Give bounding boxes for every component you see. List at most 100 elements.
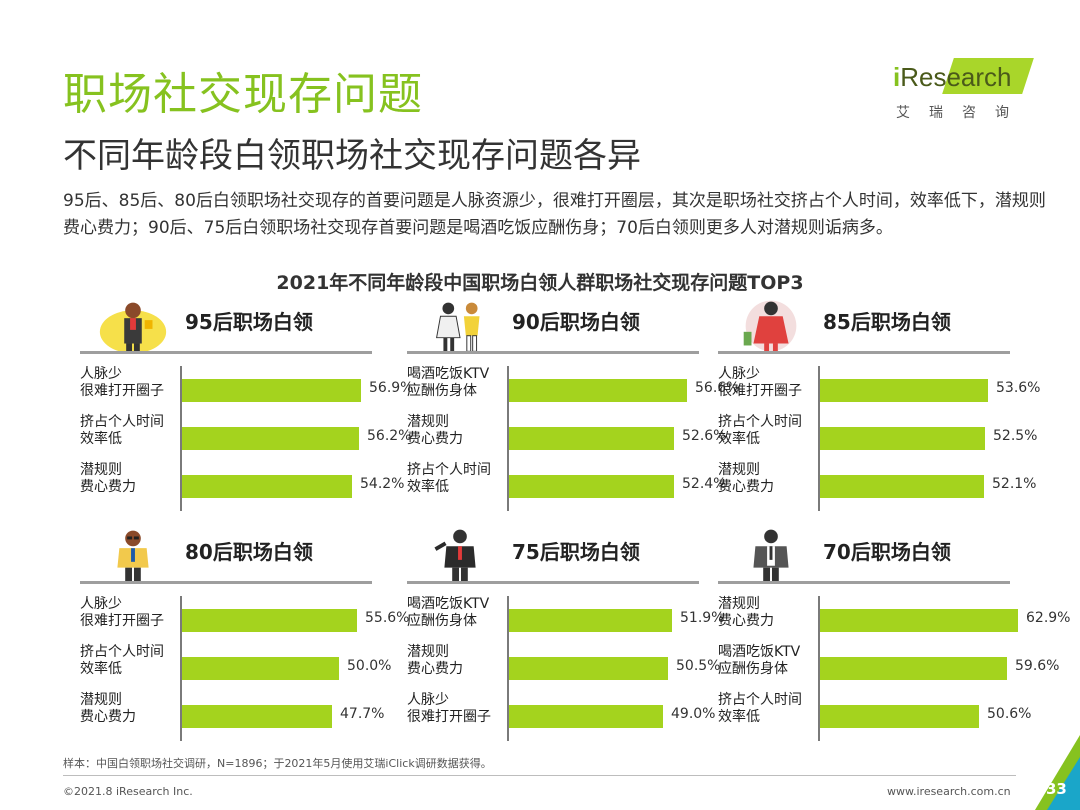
bar-row: 人脉少 很难打开圈子 53.6%: [718, 366, 1040, 412]
footnote-sample: 样本：中国白领职场社交调研，N=1896；于2021年5月使用艾瑞iClick调…: [63, 757, 492, 770]
value-label: 56.2%: [367, 428, 412, 444]
page-subtitle: 不同年龄段白领职场社交现存问题各异: [63, 136, 641, 176]
bar-row: 挤占个人时间 效率低 50.6%: [718, 692, 1031, 738]
footer-url: www.iresearch.com.cn: [887, 785, 1011, 798]
category-axis: [818, 596, 820, 741]
value-label: 54.2%: [360, 476, 405, 492]
category-label: 潜规则 费心费力: [80, 692, 136, 725]
panel-divider: [407, 581, 699, 584]
logo-wordmark: iResearch: [893, 62, 1012, 93]
footer-divider: [63, 775, 1016, 776]
category-label: 喝酒吃饭KTV 应酬伤身体: [407, 366, 490, 399]
category-label: 人脉少 很难打开圈子: [718, 366, 802, 399]
bar: [509, 705, 663, 728]
man-with-trophy-icon: [94, 294, 172, 356]
bar: [820, 609, 1018, 632]
chart-panel: 85后职场白领人脉少 很难打开圈子 53.6% 挤占个人时间 效率低 52.5% 潜规则 费心…: [718, 298, 1040, 513]
bar-row: 挤占个人时间 效率低 50.0%: [80, 644, 391, 690]
value-label: 55.6%: [365, 610, 410, 626]
value-label: 62.9%: [1026, 610, 1071, 626]
value-label: 52.6%: [682, 428, 727, 444]
panel-title: 80后职场白领: [185, 540, 313, 564]
value-label: 50.6%: [987, 706, 1032, 722]
bar-row: 潜规则 费心费力 62.9%: [718, 596, 1070, 642]
category-label: 挤占个人时间 效率低: [407, 462, 491, 495]
panel-divider: [80, 351, 372, 354]
bar: [509, 609, 672, 632]
bar-row: 人脉少 很难打开圈子 55.6%: [80, 596, 409, 642]
chart-panel: 80后职场白领人脉少 很难打开圈子 55.6% 挤占个人时间 效率低 50.0% 潜规则 费心…: [80, 528, 409, 743]
value-label: 50.5%: [676, 658, 721, 674]
page-number: 33: [1046, 780, 1067, 798]
category-label: 潜规则 费心费力: [407, 644, 463, 677]
value-label: 49.0%: [671, 706, 716, 722]
iresearch-logo: iResearch 艾瑞咨询: [893, 58, 1034, 128]
panel-title: 70后职场白领: [823, 540, 951, 564]
category-label: 人脉少 很难打开圈子: [407, 692, 491, 725]
bar-row: 喝酒吃饭KTV 应酬伤身体 59.6%: [718, 644, 1059, 690]
bar: [182, 657, 339, 680]
bar: [509, 379, 687, 402]
footer-copyright: ©2021.8 iResearch Inc.: [63, 785, 193, 798]
category-label: 喝酒吃饭KTV 应酬伤身体: [718, 644, 801, 677]
category-label: 挤占个人时间 效率低: [80, 644, 164, 677]
bar-row: 潜规则 费心费力 50.5%: [407, 644, 720, 690]
bar: [509, 657, 668, 680]
panel-title: 85后职场白领: [823, 310, 951, 334]
panel-divider: [407, 351, 699, 354]
category-axis: [507, 596, 509, 741]
bar-row: 人脉少 很难打开圈子 49.0%: [407, 692, 715, 738]
category-axis: [180, 596, 182, 741]
value-label: 53.6%: [996, 380, 1041, 396]
page-corner-shape: [1035, 735, 1080, 810]
panel-divider: [80, 581, 372, 584]
logo-prefix: i: [893, 62, 901, 92]
bar: [820, 379, 988, 402]
category-label: 潜规则 费心费力: [718, 462, 774, 495]
panel-title: 75后职场白领: [512, 540, 640, 564]
value-label: 47.7%: [340, 706, 385, 722]
category-label: 人脉少 很难打开圈子: [80, 366, 164, 399]
panel-bars: 人脉少 很难打开圈子 56.9% 挤占个人时间 效率低 56.2% 潜规则 费心费力 54.2%: [80, 366, 413, 511]
value-label: 51.9%: [680, 610, 725, 626]
bar-row: 潜规则 费心费力 52.1%: [718, 462, 1036, 508]
panel-title: 95后职场白领: [185, 310, 313, 334]
bar-row: 喝酒吃饭KTV 应酬伤身体 51.9%: [407, 596, 724, 642]
category-axis: [180, 366, 182, 511]
category-label: 挤占个人时间 效率低: [718, 692, 802, 725]
panel-bars: 人脉少 很难打开圈子 53.6% 挤占个人时间 效率低 52.5% 潜规则 费心费力 52.1%: [718, 366, 1040, 511]
bar: [820, 427, 985, 450]
bar-row: 挤占个人时间 效率低 52.5%: [718, 414, 1037, 460]
bar: [509, 427, 674, 450]
category-label: 喝酒吃饭KTV 应酬伤身体: [407, 596, 490, 629]
bar-row: 挤占个人时间 效率低 52.4%: [407, 462, 726, 508]
chart-title: 2021年不同年龄段中国职场白领人群职场社交现存问题TOP3: [276, 272, 804, 294]
category-axis: [818, 366, 820, 511]
value-label: 56.9%: [369, 380, 414, 396]
panel-bars: 潜规则 费心费力 62.9% 喝酒吃饭KTV 应酬伤身体 59.6% 挤占个人时间 效率低 50…: [718, 596, 1070, 741]
category-label: 潜规则 费心费力: [718, 596, 774, 629]
bar: [182, 705, 332, 728]
value-label: 52.1%: [992, 476, 1037, 492]
category-label: 挤占个人时间 效率低: [80, 414, 164, 447]
bar-row: 挤占个人时间 效率低 56.2%: [80, 414, 411, 460]
panel-title: 90后职场白领: [512, 310, 640, 334]
chart-panel: 95后职场白领人脉少 很难打开圈子 56.9% 挤占个人时间 效率低 56.2% 潜规则 费心…: [80, 298, 413, 513]
bar: [820, 475, 984, 498]
businessman-icon: [732, 524, 810, 586]
two-women-icon: [421, 294, 499, 356]
category-label: 人脉少 很难打开圈子: [80, 596, 164, 629]
bar: [182, 427, 359, 450]
chart-panel: 70后职场白领潜规则 费心费力 62.9% 喝酒吃饭KTV 应酬伤身体 59.6% 挤占个人…: [718, 528, 1070, 743]
bar: [182, 379, 361, 402]
page-title: 职场社交现存问题: [63, 69, 423, 120]
bar-row: 潜规则 费心费力 54.2%: [80, 462, 404, 508]
bar: [509, 475, 674, 498]
logo-cn-text: 艾瑞咨询: [896, 105, 1028, 121]
bar: [182, 609, 357, 632]
panel-bars: 喝酒吃饭KTV 应酬伤身体 56.6% 潜规则 费心费力 52.6% 挤占个人时间 效率低 52…: [407, 366, 739, 511]
bar: [820, 657, 1007, 680]
woman-in-red-icon: [732, 294, 810, 356]
panel-divider: [718, 351, 1010, 354]
bar-row: 喝酒吃饭KTV 应酬伤身体 56.6%: [407, 366, 739, 412]
